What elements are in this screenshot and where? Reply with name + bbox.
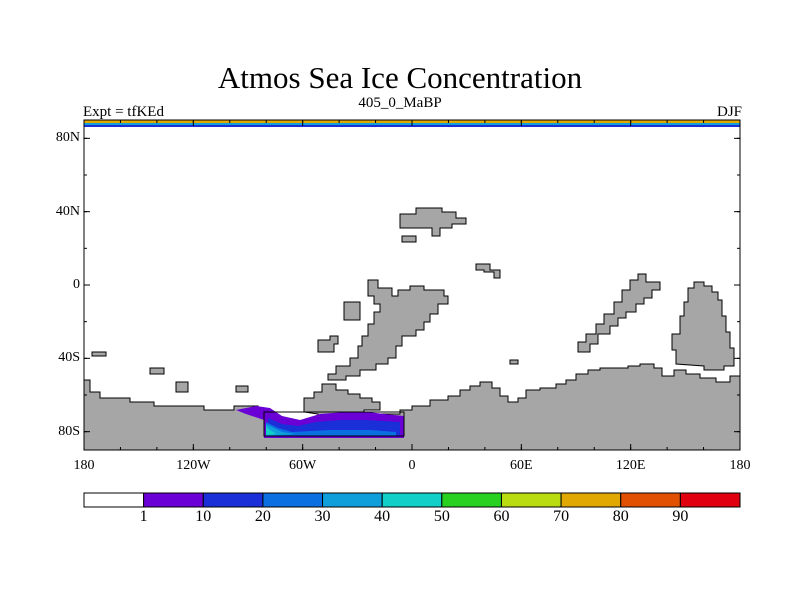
land-europe-island xyxy=(401,235,417,243)
experiment-label: Expt = tfKEd xyxy=(83,104,164,120)
land-island-e xyxy=(509,359,519,365)
colorbar-label: 1 xyxy=(139,508,148,525)
land-peninsula xyxy=(303,383,381,417)
season-label: DJF xyxy=(716,104,742,120)
colorbar-label: 80 xyxy=(612,508,629,525)
land-asia-east xyxy=(577,273,661,353)
land-island-a xyxy=(91,351,107,357)
colorbar-label: 90 xyxy=(672,508,689,525)
colorbar-label: 40 xyxy=(374,508,391,525)
colorbar-swatch xyxy=(620,492,681,508)
plot-title: Atmos Sea Ice Concentration xyxy=(217,60,583,95)
x-tick-label: 120E xyxy=(615,458,646,473)
x-tick-label: 180 xyxy=(729,458,751,473)
x-tick-label: 120W xyxy=(176,458,211,473)
ice-band-20-30 xyxy=(266,422,396,436)
case-label: 405_0_MaBP xyxy=(358,95,442,111)
colorbar-swatch xyxy=(500,492,562,508)
y-tick-label: 0 xyxy=(73,277,80,292)
land-island-south-america xyxy=(317,335,339,353)
y-tick-label: 40N xyxy=(55,203,80,219)
colorbar-label: 30 xyxy=(314,508,331,525)
sea-ice-field xyxy=(236,406,405,438)
land-masses xyxy=(83,207,741,451)
colorbar-label: 60 xyxy=(493,508,510,525)
x-tick-label: 180 xyxy=(73,458,95,473)
y-tick-label: 40S xyxy=(58,350,80,366)
x-tick-label: 60W xyxy=(289,458,317,473)
land-island-b xyxy=(149,367,165,375)
colorbar-label: 20 xyxy=(254,508,271,525)
x-tick-label: 60E xyxy=(510,458,533,473)
y-tick-label: 80S xyxy=(58,423,80,439)
colorbar-swatch xyxy=(381,492,443,508)
land-antarctica xyxy=(83,363,741,451)
tick-marks xyxy=(83,120,741,450)
colorbar-swatch xyxy=(679,492,741,508)
colorbar-swatch xyxy=(83,492,145,508)
colorbar-swatch xyxy=(560,492,622,508)
colorbar-swatch xyxy=(262,492,324,508)
land-island-d xyxy=(235,385,249,393)
land-australia xyxy=(671,281,735,371)
land-island-west xyxy=(343,301,361,321)
colorbar-label: 10 xyxy=(195,508,212,525)
colorbar-swatch xyxy=(441,492,502,508)
land-small-asia xyxy=(475,263,501,279)
y-tick-label: 80N xyxy=(55,130,80,146)
colorbar-swatch xyxy=(322,492,383,508)
colorbar-swatch xyxy=(143,492,204,508)
ice-region-outline xyxy=(263,411,405,437)
colorbar-swatch xyxy=(202,492,264,508)
colorbar-label: 70 xyxy=(553,508,570,525)
land-island-c xyxy=(175,381,189,393)
x-tick-label: 0 xyxy=(408,458,416,473)
colorbar xyxy=(83,492,741,508)
land-europe xyxy=(399,207,467,237)
land-africa xyxy=(327,279,449,381)
ice-band-40-50 xyxy=(266,426,276,435)
colorbar-label: 50 xyxy=(433,508,450,525)
